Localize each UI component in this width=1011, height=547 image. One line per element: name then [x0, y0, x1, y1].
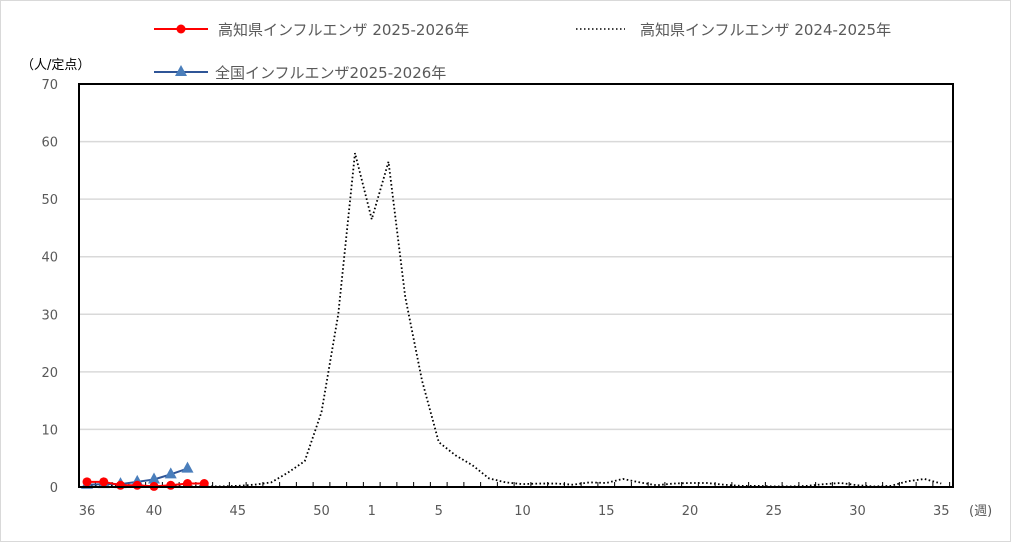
x-tick-label: 20 — [682, 504, 699, 519]
x-tick-label: 1 — [368, 504, 376, 519]
blue-triangle-marker-icon — [181, 461, 194, 473]
gridlines — [79, 140, 953, 431]
x-axis-unit-label: (週) — [969, 504, 992, 519]
x-tick-label: 15 — [598, 504, 615, 519]
x-tick-label: 36 — [79, 504, 96, 519]
plot-area-border — [78, 83, 954, 488]
series-line-2 — [86, 152, 942, 488]
x-tick-label: 5 — [435, 504, 443, 519]
y-tick-label: 20 — [41, 366, 58, 381]
x-tick-label: 25 — [765, 504, 782, 519]
red-circle-marker-icon — [132, 480, 142, 490]
y-tick-label: 40 — [41, 251, 58, 266]
x-axis-ticks: 36 40 45 50 1 5 10 15 20 25 30 35 — [79, 482, 951, 519]
legend-label-national-2025: 全国インフルエンザ2025-2026年 — [215, 64, 446, 82]
y-tick-label: 50 — [41, 193, 58, 208]
y-tick-label: 10 — [41, 423, 58, 438]
x-tick-label: 50 — [313, 504, 330, 519]
x-tick-label: 10 — [514, 504, 531, 519]
legend-item-kochi-2024: 高知県インフルエンザ 2024-2025年 — [576, 21, 891, 39]
legend: 高知県インフルエンザ 2025-2026年 高知県インフルエンザ 2024-20… — [154, 21, 891, 82]
x-tick-label: 40 — [146, 504, 163, 519]
blue-triangle-marker-icon — [148, 472, 160, 484]
red-circle-marker-icon — [99, 477, 109, 487]
legend-red-circle-marker-icon — [176, 24, 186, 34]
legend-blue-triangle-marker-icon — [175, 65, 187, 76]
y-tick-label: 30 — [41, 308, 58, 323]
data-series — [81, 152, 942, 491]
y-axis-unit-label: （人/定点） — [21, 58, 90, 73]
y-tick-label: 0 — [50, 481, 58, 496]
y-tick-label: 70 — [41, 78, 58, 93]
x-tick-label: 30 — [849, 504, 866, 519]
red-circle-marker-icon — [166, 480, 176, 490]
red-circle-marker-icon — [183, 479, 192, 489]
legend-label-kochi-2025: 高知県インフルエンザ 2025-2026年 — [218, 21, 469, 39]
red-circle-marker-icon — [199, 479, 209, 489]
legend-item-kochi-2025: 高知県インフルエンザ 2025-2026年 — [154, 21, 469, 39]
x-tick-label: 35 — [933, 504, 950, 519]
legend-label-kochi-2024: 高知県インフルエンザ 2024-2025年 — [640, 21, 891, 39]
x-tick-label: 45 — [229, 504, 246, 519]
y-tick-label: 60 — [41, 136, 58, 151]
y-axis-tick-labels: 0 10 20 30 40 50 60 70 — [41, 78, 58, 496]
legend-item-national-2025: 全国インフルエンザ2025-2026年 — [154, 64, 446, 82]
red-circle-marker-icon — [82, 477, 92, 487]
blue-triangle-marker-icon — [164, 467, 177, 479]
red-circle-marker-icon — [116, 480, 125, 490]
